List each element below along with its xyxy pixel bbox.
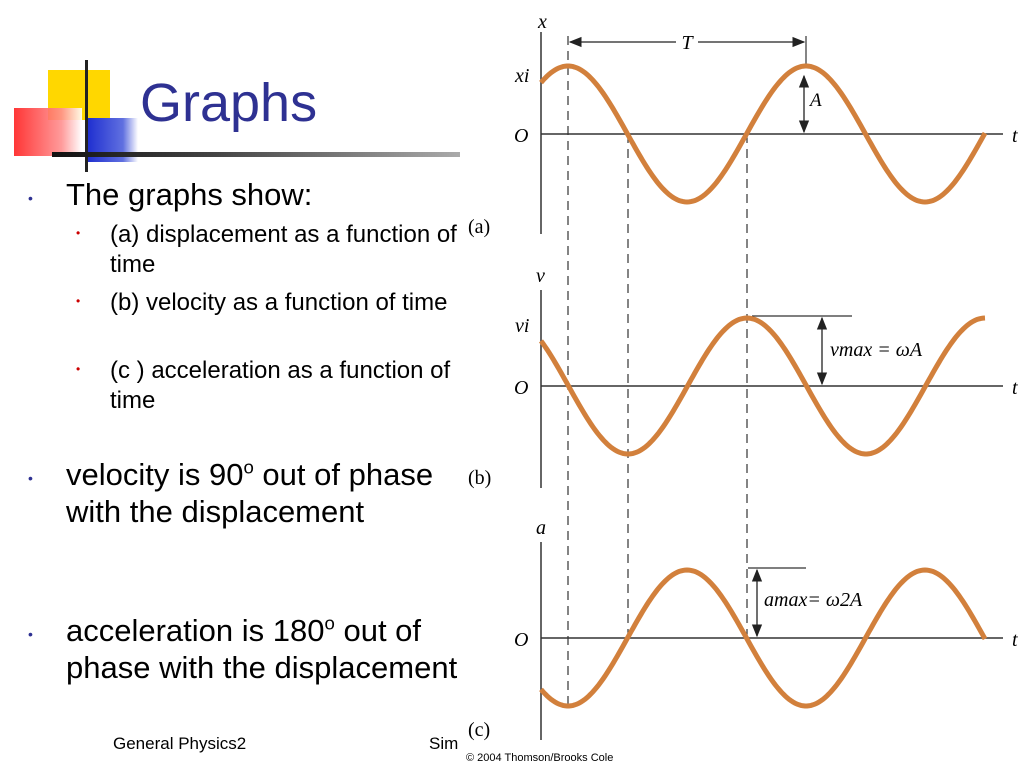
amplitude-label: A: [808, 90, 822, 111]
footer-mid-text: Sim: [429, 734, 459, 753]
origin-label-c: O: [514, 629, 528, 651]
shm-graphs-figure: T A vmax = ωA amax= ω2A x xi O t (a) v v…: [462, 0, 1022, 768]
acceleration-curve: [539, 567, 988, 709]
page-title: Graphs: [140, 73, 318, 133]
decor-vertical-line: [85, 60, 88, 172]
vmax-label: vmax = ωA: [830, 339, 923, 361]
t-label-a: t: [1012, 125, 1018, 147]
initial-label-b: vi: [515, 315, 529, 337]
displacement-curve: [539, 63, 988, 205]
initial-label-a: xi: [514, 65, 529, 87]
t-label-c: t: [1012, 629, 1018, 651]
copyright-text: © 2004 Thomson/Brooks Cole: [466, 752, 613, 764]
origin-label-a: O: [514, 125, 528, 147]
origin-label-b: O: [514, 377, 528, 399]
decor-red-square: [14, 108, 82, 156]
y-axis-label-a: x: [537, 11, 547, 33]
panel-label-c: (c): [468, 719, 490, 741]
footer-course: General Physics2: [113, 734, 247, 753]
panel-label-a: (a): [468, 216, 490, 238]
t-label-b: t: [1012, 377, 1018, 399]
velocity-curve: [538, 315, 986, 457]
panel-label-b: (b): [468, 467, 491, 489]
title-underline: [52, 152, 460, 157]
y-axis-label-c: a: [536, 517, 546, 539]
period-label: T: [681, 32, 694, 54]
amax-label: amax= ω2A: [764, 589, 863, 611]
y-axis-label-b: v: [536, 265, 545, 287]
